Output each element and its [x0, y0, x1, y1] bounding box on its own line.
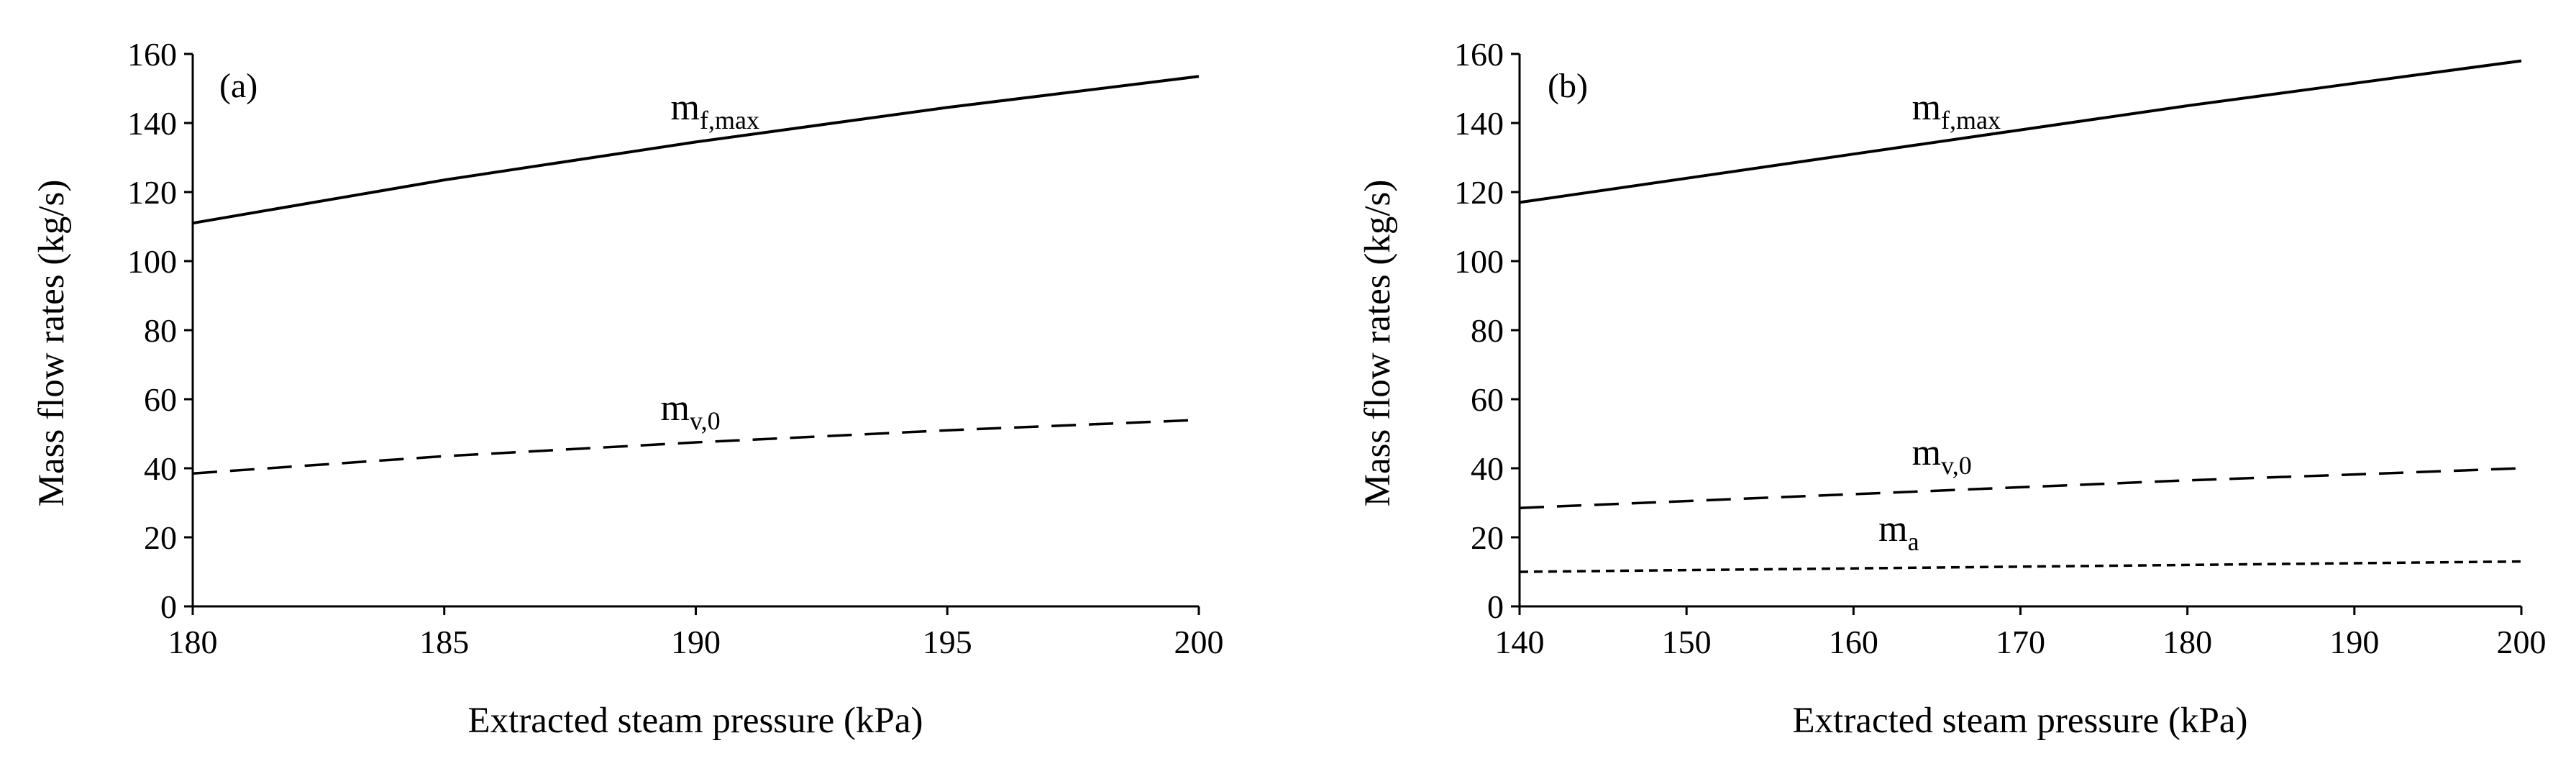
series-label-main: m: [1912, 432, 1941, 473]
y-tick-label: 20: [144, 519, 177, 556]
y-tick-label: 80: [1471, 312, 1504, 349]
x-tick-label: 200: [1174, 624, 1224, 660]
y-tick-label: 0: [160, 588, 177, 625]
x-tick-label: 150: [1662, 624, 1712, 660]
y-tick-label: 140: [1454, 105, 1504, 142]
x-axis-title-b: Extracted steam pressure (kPa): [1793, 701, 2248, 741]
series-line-dashed: [192, 419, 1200, 475]
x-tick-label: 200: [2497, 624, 2547, 660]
series-label-main: m: [1912, 87, 1941, 128]
y-tick-label: 60: [144, 381, 177, 418]
y-tick-label: 40: [144, 450, 177, 487]
series-label-subscript: f,max: [700, 106, 759, 135]
x-tick-label: 190: [671, 624, 721, 660]
x-tick-label: 170: [1996, 624, 2045, 660]
x-tick-label: 160: [1829, 624, 1878, 660]
y-tick-label: 60: [1471, 381, 1504, 418]
y-tick-label: 0: [1487, 588, 1504, 625]
x-tick-label: 180: [2162, 624, 2212, 660]
series-line-solid: [1519, 59, 2522, 204]
series-label-subscript: a: [1908, 527, 1919, 556]
x-tick-label: 185: [419, 624, 469, 660]
y-tick-label: 20: [1471, 519, 1504, 556]
y-axis-title-b: Mass flow rates (kg/s): [1358, 180, 1398, 507]
series-label-main: m: [671, 87, 700, 128]
y-tick-label: 160: [127, 36, 177, 73]
x-tick-label: 190: [2329, 624, 2379, 660]
series-label-subscript: f,max: [1941, 106, 2001, 135]
series-label: ma: [1878, 509, 1919, 556]
series-label: mv,0: [661, 388, 721, 435]
x-tick-label: 195: [923, 624, 972, 660]
series-label-main: m: [1878, 509, 1907, 550]
series-label: mv,0: [1912, 432, 1972, 480]
panel-label-a: (a): [219, 67, 257, 105]
x-tick-label: 180: [168, 624, 218, 660]
y-tick-label: 100: [1454, 243, 1504, 280]
y-tick-label: 100: [127, 243, 177, 280]
series-line-dotted: [1519, 560, 2522, 573]
series-label-subscript: v,0: [1941, 451, 1972, 480]
series-label: mf,max: [1912, 87, 2001, 135]
series-label-subscript: v,0: [690, 406, 721, 435]
y-tick-label: 40: [1471, 450, 1504, 487]
plot-area-b: 0 20 40 60 80 100 120 140 160 140 150 160 170 180 190 2…: [1454, 36, 2547, 660]
y-tick-label: 120: [127, 174, 177, 211]
y-tick-label: 80: [144, 312, 177, 349]
x-tick-label: 140: [1495, 624, 1545, 660]
y-tick-label: 120: [1454, 174, 1504, 211]
panel-label-b: (b): [1548, 67, 1588, 105]
series-label-main: m: [661, 388, 690, 429]
chart-panel-b: 0 20 40 60 80 100 120 140 160 140 150 160 170 180 190 2…: [1358, 36, 2547, 741]
y-axis-title-a: Mass flow rates (kg/s): [32, 180, 72, 507]
y-tick-label: 140: [127, 105, 177, 142]
series-line-solid: [192, 75, 1200, 225]
series-label: mf,max: [671, 87, 759, 135]
series-line-dashed: [1519, 467, 2522, 509]
x-axis-title-a: Extracted steam pressure (kPa): [468, 701, 923, 741]
y-tick-label: 160: [1454, 36, 1504, 73]
